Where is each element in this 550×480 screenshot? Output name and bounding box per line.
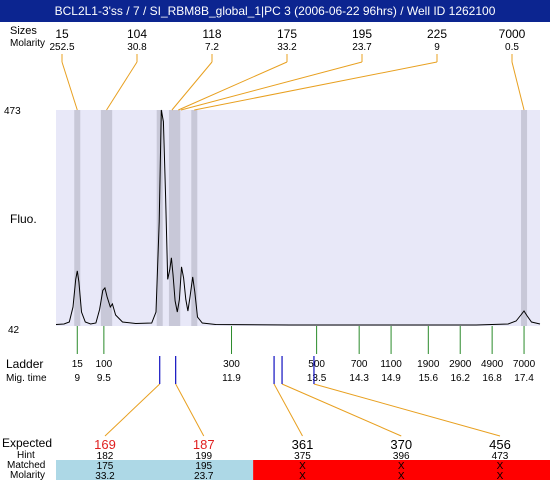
- ladder-size-label: 4900: [481, 359, 504, 370]
- ladder-size-label: 700: [351, 359, 368, 370]
- hint-size-label: 182: [97, 451, 114, 462]
- peak-band: [174, 110, 181, 326]
- fluorescence-trace: [55, 109, 541, 326]
- expected-connector-line: [273, 383, 303, 437]
- peak-molarity-label: 0.5: [505, 42, 519, 53]
- ladder-time-label: 11.9: [222, 373, 241, 384]
- hint-size-label: 375: [294, 451, 311, 462]
- ladder-time-label: 17.4: [514, 373, 534, 384]
- plot-background: [56, 110, 540, 326]
- peak-size-label: 15: [55, 27, 69, 41]
- ladder-size-label: 15: [72, 359, 84, 370]
- expected-size-label: 456: [489, 437, 511, 452]
- y-axis-bottom-label: 42: [8, 325, 20, 336]
- peak-band: [106, 110, 113, 326]
- peak-size-label: 118: [202, 27, 221, 41]
- peak-size-label: 195: [352, 27, 372, 41]
- expected-table: 16918217533.218719919523.7361375XX370396…: [56, 437, 550, 480]
- expected-size-label: 187: [193, 437, 215, 452]
- ladder-axis: 15 9 100 9.5 300 11.9 500 13.5 700 14.3 1100 14.9 19…: [72, 326, 536, 384]
- matched-size-label: 195: [195, 461, 212, 472]
- matched-molarity-label: X: [497, 471, 504, 480]
- ladder-size-label: 500: [308, 359, 325, 370]
- ladder-size-label: 100: [96, 359, 113, 370]
- matched-size-label: 175: [97, 461, 114, 472]
- matched-row-label: Matched: [7, 460, 45, 471]
- peak-size-label: 7000: [499, 27, 526, 41]
- sizes-row-label: Sizes: [10, 25, 37, 37]
- peak-connector-line: [194, 61, 438, 111]
- peak-connector-line: [171, 61, 213, 111]
- matched-size-label: X: [497, 461, 504, 472]
- ladder-time-label: 9.5: [97, 373, 111, 384]
- matched-molarity-label: 33.2: [95, 471, 115, 480]
- peak-connectors: [61, 54, 525, 437]
- ladder-time-label: 16.2: [450, 373, 470, 384]
- hint-size-label: 473: [492, 451, 509, 462]
- y-axis-top-label: 473: [4, 106, 21, 117]
- molarity-row-label: Molarity: [10, 38, 45, 49]
- matched-fail-strip: [253, 460, 550, 480]
- matched-molarity-label: 23.7: [194, 471, 214, 480]
- ladder-time-label: 14.3: [349, 373, 369, 384]
- ladder-row-label: Ladder: [6, 357, 43, 371]
- peak-molarity-label: 30.8: [127, 42, 147, 53]
- ladder-size-label: 1100: [380, 359, 402, 370]
- expected-connector-line: [175, 383, 205, 437]
- ladder-size-label: 7000: [513, 359, 536, 370]
- hint-row-label: Hint: [17, 450, 35, 461]
- peak-molarity-label: 7.2: [205, 42, 219, 53]
- peak-band: [191, 110, 198, 326]
- peak-size-label: 225: [427, 27, 447, 41]
- peak-connector-line: [61, 61, 78, 111]
- window-title: BCL2L1-3'ss / 7 / SI_RBM8B_global_1|PC 3…: [0, 0, 550, 22]
- ladder-size-label: 300: [223, 359, 240, 370]
- peak-molarity-label: 9: [434, 42, 440, 53]
- ladder-time-label: 13.5: [307, 373, 327, 384]
- peak-connector-line: [180, 61, 363, 111]
- molarity-bottom-label: Molarity: [10, 470, 45, 480]
- ladder-time-label: 15.6: [419, 373, 439, 384]
- peak-connector-line: [178, 61, 288, 111]
- expected-connector-line: [104, 383, 161, 437]
- peak-molarity-label: 33.2: [277, 42, 297, 53]
- peak-molarity-label: 252.5: [49, 42, 74, 53]
- peak-band: [521, 110, 528, 326]
- peak-size-label: 104: [127, 27, 147, 41]
- peak-band: [74, 110, 81, 326]
- hint-size-label: 199: [195, 451, 212, 462]
- expected-connector-line: [313, 383, 501, 437]
- ladder-size-label: 1900: [417, 359, 440, 370]
- hint-size-label: 396: [393, 451, 410, 462]
- ladder-time-label: 9: [74, 373, 80, 384]
- ladder-time-label: 16.8: [482, 373, 502, 384]
- peak-molarity-label: 23.7: [352, 42, 372, 53]
- peak-size-label: 175: [277, 27, 297, 41]
- expected-size-label: 361: [292, 437, 314, 452]
- peak-connector-line: [106, 61, 138, 111]
- matched-molarity-label: X: [299, 471, 306, 480]
- expected-markers: [159, 356, 315, 384]
- peak-connector-line: [511, 61, 525, 111]
- peak-band: [100, 110, 107, 326]
- matched-size-label: X: [398, 461, 405, 472]
- y-axis-title: Fluo.: [10, 212, 37, 226]
- peak-band: [168, 110, 175, 326]
- ladder-time-label: 14.9: [381, 373, 401, 384]
- ladder-size-label: 2900: [449, 359, 472, 370]
- matched-molarity-label: X: [398, 471, 405, 480]
- expected-row-label: Expected: [2, 436, 52, 450]
- expected-size-label: 169: [94, 437, 116, 452]
- matched-ok-strip: [56, 460, 254, 480]
- expected-connector-line: [281, 383, 402, 437]
- mig-time-row-label: Mig. time: [6, 373, 47, 384]
- matched-size-label: X: [299, 461, 306, 472]
- expected-size-label: 370: [390, 437, 412, 452]
